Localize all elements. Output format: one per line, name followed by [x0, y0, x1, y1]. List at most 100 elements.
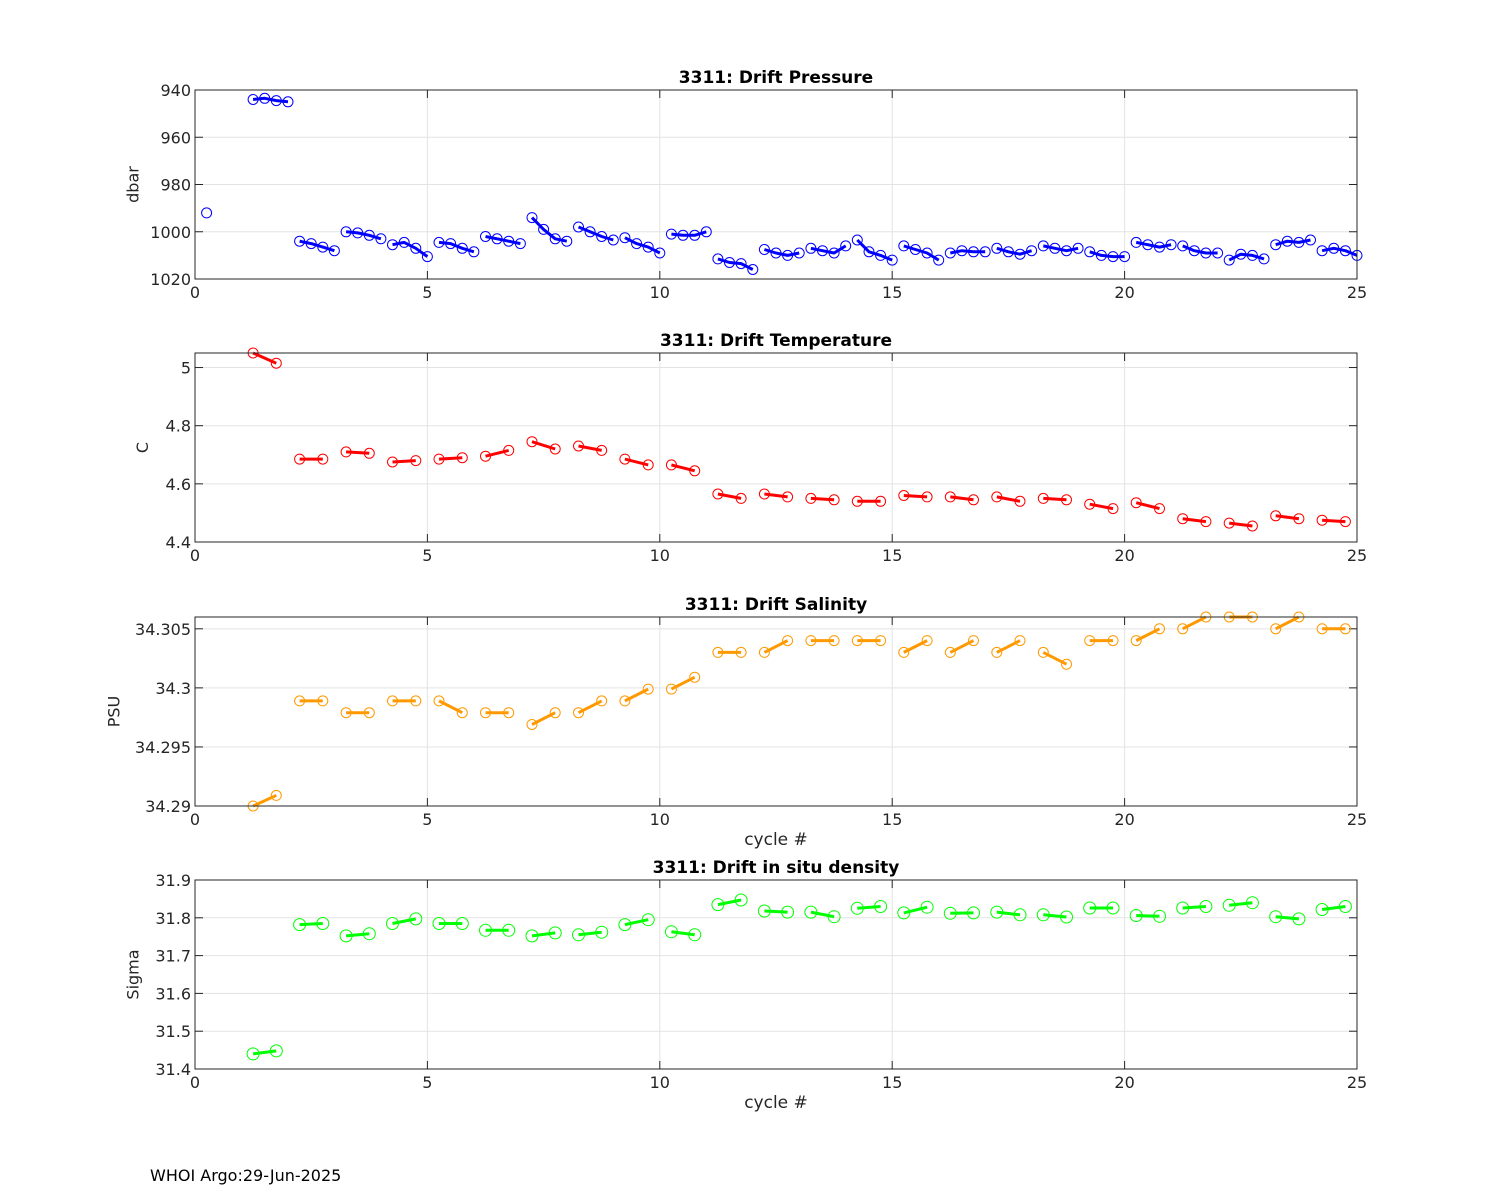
- plot-area: [195, 353, 1357, 542]
- data-point: [1165, 239, 1177, 251]
- data-point: [1305, 234, 1316, 246]
- data-point: [456, 707, 468, 719]
- data-point: [246, 1047, 260, 1061]
- x-tick-label: 0: [190, 1073, 200, 1092]
- data-point: [793, 247, 805, 259]
- data-point: [664, 925, 678, 939]
- series-line-12: [763, 639, 789, 654]
- data-point: [1293, 236, 1305, 248]
- chart-panel-1: 0 5 10 15 20 25 940 960 980 1000 1020 3311: Drift P…: [124, 68, 1368, 302]
- data-point: [875, 495, 887, 507]
- data-point: [828, 635, 840, 647]
- series-line-17: [950, 249, 986, 255]
- y-tick-label: 980: [160, 176, 191, 195]
- plot-area: [195, 617, 1357, 806]
- series-line-13: [810, 496, 835, 502]
- y-tick-label: 34.29: [145, 797, 191, 816]
- data-point: [805, 635, 817, 647]
- data-point: [967, 906, 980, 920]
- x-tick-label: 10: [650, 1073, 670, 1092]
- x-tick-label: 25: [1347, 810, 1367, 829]
- data-point: [573, 440, 584, 452]
- data-point: [1036, 908, 1050, 922]
- series-line-9: [624, 918, 649, 927]
- series-line-19: [1042, 244, 1079, 253]
- data-point: [1083, 901, 1097, 915]
- data-point: [503, 707, 515, 719]
- data-point: [817, 245, 828, 257]
- x-tick-label: 5: [422, 1073, 432, 1092]
- series-line-17: [996, 910, 1021, 917]
- data-point: [1212, 247, 1224, 259]
- data-point: [561, 235, 573, 247]
- data-point: [317, 241, 329, 253]
- data-point: [642, 241, 654, 253]
- series-line-6: [485, 448, 510, 458]
- x-tick-label: 0: [190, 283, 200, 302]
- data-point: [724, 257, 735, 268]
- data-point: [502, 923, 516, 937]
- data-point: [758, 244, 770, 255]
- data-point: [874, 900, 888, 913]
- data-point: [782, 491, 794, 503]
- y-tick-label: 34.305: [135, 620, 191, 639]
- x-tick-label: 15: [882, 1073, 902, 1092]
- y-axis-label: Sigma: [124, 949, 143, 999]
- series-line-17: [996, 495, 1021, 503]
- series-line-12: [764, 492, 788, 499]
- data-point: [1037, 492, 1049, 504]
- data-point: [920, 900, 934, 914]
- chart-title: 3311: Drift Temperature: [660, 331, 892, 351]
- series-line-8: [577, 699, 603, 715]
- data-point: [700, 226, 712, 238]
- data-point: [269, 1044, 283, 1058]
- series-line-5: [438, 456, 463, 461]
- data-point: [409, 912, 423, 926]
- axes-box: [194, 352, 1358, 543]
- data-point: [1177, 623, 1189, 635]
- series-line-4: [392, 459, 416, 464]
- x-tick-label: 10: [650, 283, 670, 302]
- chart-title: 3311: Drift in situ density: [653, 858, 900, 878]
- data-point: [1292, 912, 1306, 926]
- series-line-9: [577, 225, 614, 242]
- data-point: [410, 695, 422, 707]
- data-point: [619, 232, 631, 244]
- data-point: [758, 488, 770, 500]
- data-point: [944, 491, 956, 503]
- series-line-3: [299, 239, 335, 253]
- data-point: [1061, 658, 1072, 670]
- data-point: [433, 236, 445, 248]
- data-point: [689, 671, 701, 683]
- data-point: [1014, 248, 1026, 260]
- data-point: [631, 238, 643, 250]
- data-point: [294, 695, 306, 707]
- data-point: [479, 923, 492, 937]
- series-line-12: [764, 909, 788, 914]
- data-point: [1328, 242, 1340, 254]
- series-line-16: [949, 639, 975, 654]
- data-point: [445, 238, 457, 250]
- data-point: [514, 238, 526, 250]
- y-tick-label: 5: [181, 359, 191, 378]
- axes-box: [194, 616, 1358, 807]
- data-point: [689, 465, 701, 477]
- data-point: [1049, 242, 1061, 254]
- data-point: [468, 246, 480, 258]
- series-line-23: [1275, 615, 1300, 631]
- series-line-18: [1043, 913, 1067, 919]
- data-point: [1338, 900, 1352, 913]
- data-point: [421, 251, 433, 263]
- y-tick-label: 31.5: [155, 1022, 191, 1041]
- data-point: [305, 238, 317, 250]
- data-point: [619, 453, 631, 465]
- data-point: [503, 235, 515, 247]
- data-point: [1177, 513, 1189, 525]
- data-point: [1235, 248, 1247, 260]
- data-point: [247, 94, 259, 105]
- series-line-23: [1228, 252, 1265, 262]
- data-point: [642, 459, 654, 471]
- data-point: [1014, 495, 1026, 507]
- y-axis-label: C: [133, 442, 152, 453]
